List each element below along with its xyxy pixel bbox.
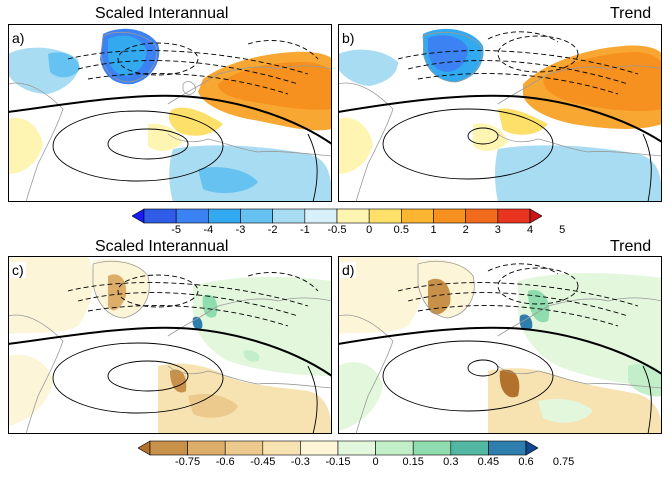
temperature-colorbar-tick-label: 2 [462, 224, 469, 236]
precip-colorbar-swatch [488, 440, 527, 456]
precip-colorbar-tick-label: -0.45 [250, 456, 276, 468]
temperature-colorbar-swatch [465, 208, 499, 224]
temperature-colorbar-swatch [175, 208, 209, 224]
precip-colorbar-tick-label: 0 [372, 456, 379, 468]
precip-colorbar-tick-label: -0.75 [175, 456, 201, 468]
temperature-colorbar-swatch [336, 208, 370, 224]
temperature-colorbar-swatch [497, 208, 531, 224]
precip-colorbar-low-arrow [137, 440, 151, 456]
temperature-colorbar-swatch [240, 208, 273, 224]
temperature-colorbar-swatch [143, 208, 177, 224]
temperature-colorbar: -5 -4 -3 -2 -1 -0.5 0 0.5 1 2 3 4 5 [131, 208, 565, 240]
panel-label-a: a) [10, 30, 27, 46]
precip-colorbar-swatch [262, 440, 301, 456]
precip-colorbar-swatch [187, 440, 226, 456]
map-panel-b: b) [338, 24, 662, 202]
temperature-colorbar-tick-label: -4 [203, 224, 214, 236]
precip-colorbar-high-arrow [525, 440, 539, 456]
temperature-colorbar-tick-label: 0.5 [393, 224, 409, 236]
precip-colorbar-swatch [337, 440, 376, 456]
temperature-colorbar-tick-label: -5 [171, 224, 182, 236]
panel-label-b: b) [340, 30, 357, 46]
precip-colorbar-tick-label: -0.6 [215, 456, 235, 468]
temperature-colorbar-tick-label: -3 [235, 224, 246, 236]
temperature-colorbar-swatch [433, 208, 466, 224]
temperature-colorbar-tick-label: 0 [366, 224, 373, 236]
precip-colorbar: -0.75 -0.6 -0.45 -0.3 -0.15 0 0.15 0.3 0.45 0.6 0.… [137, 440, 574, 472]
precip-colorbar-tick-label: -0.3 [290, 456, 310, 468]
precip-colorbar-swatch [300, 440, 339, 456]
temperature-colorbar-tick-label: 3 [494, 224, 501, 236]
map-panel-d: d) [338, 256, 662, 434]
temperature-colorbar-low-arrow [131, 208, 145, 224]
precip-colorbar-tick-label: 0.3 [443, 456, 459, 468]
temperature-colorbar-tick-label: -1 [299, 224, 310, 236]
temperature-colorbar-tick-label: 5 [559, 224, 566, 236]
temperature-colorbar-tick-label: -2 [267, 224, 278, 236]
temperature-colorbar-tick-label: 1 [430, 224, 437, 236]
panel-label-c: c) [10, 262, 26, 278]
precip-colorbar-swatch [224, 440, 264, 456]
precip-colorbar-swatch [450, 440, 489, 456]
temperature-colorbar-swatch [272, 208, 306, 224]
precip-colorbar-swatch [149, 440, 188, 456]
temperature-colorbar-swatch [368, 208, 402, 224]
map-panel-a: a) [8, 24, 332, 202]
temperature-colorbar-swatch [208, 208, 241, 224]
title-panel-a: Scaled Interannual [95, 5, 229, 22]
panel-label-d: d) [340, 262, 357, 278]
precip-colorbar-tick-label: 0.6 [518, 456, 534, 468]
title-panel-d: Trend [610, 238, 652, 255]
title-panel-b: Trend [610, 5, 652, 22]
map-panel-c: c) [8, 256, 332, 434]
precip-colorbar-swatch [375, 440, 414, 456]
temperature-colorbar-high-arrow [529, 208, 543, 224]
temperature-colorbar-tick-label: -0.5 [327, 224, 347, 236]
temperature-colorbar-swatch [304, 208, 338, 224]
title-panel-c: Scaled Interannual [95, 238, 229, 255]
precip-colorbar-tick-label: 0.45 [477, 456, 500, 468]
temperature-colorbar-swatch [401, 208, 434, 224]
precip-colorbar-swatch [412, 440, 452, 456]
temperature-colorbar-tick-label: 4 [526, 224, 534, 236]
precip-colorbar-tick-label: 0.75 [552, 456, 575, 468]
precip-colorbar-tick-label: 0.15 [402, 456, 424, 468]
precip-colorbar-tick-label: -0.15 [325, 456, 351, 468]
